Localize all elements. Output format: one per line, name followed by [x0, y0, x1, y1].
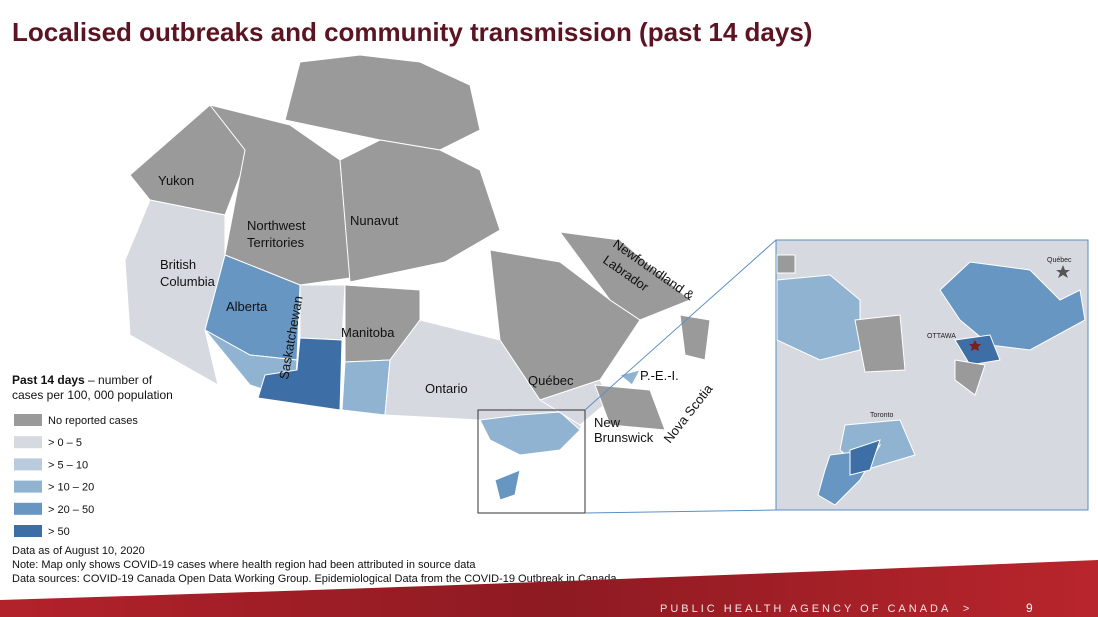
region-label: Territories	[247, 235, 305, 250]
region-label: P.-E.-I.	[640, 368, 679, 383]
region-label: Brunswick	[594, 430, 654, 445]
region-label: Nova Scotia	[661, 381, 716, 446]
region-label: Québec	[528, 373, 574, 388]
note: Data as of August 10, 2020	[12, 545, 145, 557]
legend-swatch	[14, 525, 42, 537]
connector	[584, 509, 777, 514]
ontario-south	[479, 411, 581, 456]
legend-label: No reported cases	[48, 415, 138, 427]
title: Localised outbreaks and community transm…	[12, 17, 812, 47]
saskatchewan	[257, 337, 343, 411]
region-label: Columbia	[160, 274, 216, 289]
legend-label: > 0 – 5	[48, 437, 82, 449]
arctic-islands	[284, 54, 481, 151]
legend-swatch	[14, 458, 42, 471]
bc	[124, 199, 226, 387]
note: Data sources: COVID-19 Canada Open Data …	[12, 573, 617, 585]
legend-label: > 50	[48, 526, 70, 538]
region-label: Nunavut	[350, 213, 399, 228]
legend-label: > 20 – 50	[48, 504, 94, 516]
inset-frame-small	[477, 409, 586, 514]
legend-swatch	[14, 436, 42, 449]
legend-label: > 10 – 20	[48, 482, 94, 494]
region	[776, 254, 796, 274]
inset-map	[775, 239, 1089, 511]
footer-band	[0, 560, 1098, 617]
manitoba-south	[341, 359, 391, 416]
legend-title-bold: Past 14 days	[12, 373, 85, 387]
region	[854, 314, 906, 373]
legend-title: Past 14 days – number of	[12, 373, 153, 387]
canada-map	[124, 54, 711, 501]
legend: Past 14 days – number of cases per 100, …	[12, 373, 173, 538]
note: Note: Map only shows COVID-19 cases wher…	[12, 559, 476, 571]
region	[954, 359, 986, 396]
capital-star	[1056, 265, 1070, 278]
region-label: Manitoba	[341, 325, 395, 340]
capital-star	[969, 340, 981, 351]
legend-swatch	[14, 502, 42, 515]
region	[939, 261, 1086, 351]
legend-title: cases per 100, 000 population	[12, 388, 173, 402]
inset-label: Québec	[1047, 257, 1072, 264]
nunavut	[339, 139, 501, 283]
region-label: British	[160, 257, 196, 272]
yukon	[129, 104, 251, 216]
quebec	[489, 249, 641, 401]
region-label: Northwest	[247, 218, 306, 233]
newfoundland	[679, 314, 711, 361]
region-label: Yukon	[158, 173, 194, 188]
page-number: 9	[1026, 601, 1033, 615]
legend-swatch	[14, 414, 42, 426]
pei	[618, 369, 641, 386]
inset-label: OTTAWA	[927, 333, 956, 340]
legend-title-rest: – number of	[85, 373, 153, 387]
region-label: Alberta	[226, 299, 268, 314]
legend-label: > 5 – 10	[48, 459, 88, 471]
maritimes	[594, 384, 666, 431]
sask-north	[299, 284, 346, 341]
ontario-sw	[494, 469, 521, 501]
footer-agency: PUBLIC HEALTH AGENCY OF CANADA >	[660, 603, 972, 615]
inset-label: Toronto	[870, 412, 893, 419]
region	[849, 439, 881, 476]
region-label: Ontario	[425, 381, 468, 396]
legend-swatch	[14, 480, 42, 493]
region	[776, 274, 861, 361]
nwt	[208, 104, 351, 286]
labrador	[558, 231, 691, 321]
region-label: New	[594, 415, 621, 430]
connector	[584, 239, 777, 411]
